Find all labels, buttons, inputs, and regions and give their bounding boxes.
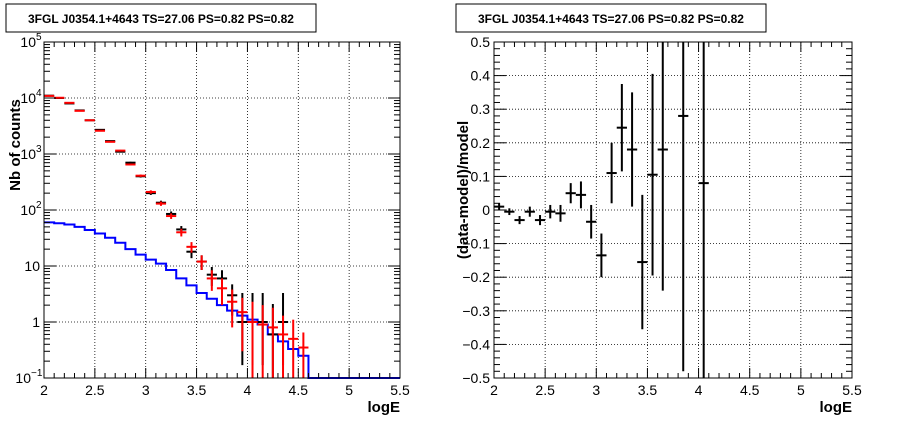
y-tick-exponent: 4 bbox=[36, 88, 42, 99]
x-tick-label: 2.5 bbox=[85, 382, 105, 398]
model-point bbox=[277, 315, 289, 378]
x-tick-label: 4.5 bbox=[740, 382, 760, 398]
y-tick-label: 1 bbox=[32, 314, 40, 330]
x-tick-label: 5.5 bbox=[390, 382, 410, 398]
y-tick-label: −0.4 bbox=[462, 336, 490, 352]
model-point bbox=[155, 201, 167, 206]
residual-point bbox=[494, 203, 505, 210]
title-box bbox=[455, 3, 767, 33]
y-tick-label: 10 bbox=[20, 146, 36, 162]
x-tick-label: 2.5 bbox=[535, 382, 555, 398]
y-tick-label: 0.1 bbox=[471, 168, 491, 184]
y-tick-label: 0.2 bbox=[471, 135, 491, 151]
y-tick-exponent: 5 bbox=[36, 32, 42, 43]
residual-point bbox=[596, 233, 607, 278]
y-tick-label: 10 bbox=[20, 202, 36, 218]
x-tick-label: 5 bbox=[797, 382, 805, 398]
residual-point bbox=[657, 42, 668, 291]
x-axis-title: logE bbox=[820, 399, 853, 416]
x-tick-label: 2 bbox=[490, 382, 498, 398]
title-box bbox=[5, 3, 317, 33]
x-tick-label: 4 bbox=[695, 382, 703, 398]
x-tick-label: 3 bbox=[142, 382, 150, 398]
x-tick-label: 3 bbox=[592, 382, 600, 398]
model-point bbox=[196, 255, 207, 270]
model-point bbox=[298, 332, 309, 378]
residual-point bbox=[514, 216, 525, 225]
model-point bbox=[105, 140, 116, 143]
y-tick-exponent: 3 bbox=[36, 144, 42, 155]
model-point bbox=[247, 301, 258, 378]
y-tick-label: −0.3 bbox=[462, 303, 490, 319]
x-tick-label: 4.5 bbox=[289, 382, 309, 398]
y-tick-label: 10 bbox=[20, 90, 36, 106]
plot-area bbox=[494, 42, 852, 378]
y-tick-label: 0.5 bbox=[471, 34, 491, 50]
chart-title: 3FGL J0354.1+4643 TS=27.06 PS=0.82 PS=0.… bbox=[478, 12, 744, 26]
residual-point bbox=[504, 208, 515, 216]
source-model-line bbox=[44, 221, 400, 379]
y-tick-label: −0.2 bbox=[462, 269, 490, 285]
y-tick-label: 0.4 bbox=[471, 68, 491, 84]
x-tick-label: 5.5 bbox=[842, 382, 862, 398]
y-tick-exponent: −1 bbox=[31, 368, 43, 379]
y-tick-exponent: 2 bbox=[36, 200, 42, 211]
model-point bbox=[206, 270, 217, 291]
model-point bbox=[166, 213, 177, 219]
model-point bbox=[237, 297, 248, 352]
model-point bbox=[176, 228, 187, 237]
data-point bbox=[125, 161, 136, 164]
y-tick-label: 0 bbox=[482, 202, 490, 218]
model-point bbox=[227, 289, 238, 328]
y-tick-label: 10 bbox=[24, 258, 40, 274]
y-axis-title: (data-model)/model bbox=[455, 121, 472, 259]
model-point bbox=[74, 109, 85, 112]
y-tick-label: 10 bbox=[20, 34, 36, 50]
y-tick-label: 0.3 bbox=[471, 101, 491, 117]
x-tick-label: 3.5 bbox=[187, 382, 207, 398]
residual-point bbox=[524, 206, 535, 217]
model-point bbox=[288, 319, 299, 378]
residual-point bbox=[534, 215, 546, 226]
residual-point bbox=[586, 204, 597, 239]
residual-point bbox=[698, 42, 709, 378]
model-point bbox=[267, 307, 278, 378]
residual-point bbox=[637, 194, 648, 330]
y-tick-label: −0.5 bbox=[462, 370, 490, 386]
residuals-panel: 2 2.5 3 3.5 4 4.5 5 5.5 −0.5 −0.4 −0.3 −0.2 −0.1 0 0.1… bbox=[455, 3, 862, 416]
model-point bbox=[135, 174, 146, 177]
x-tick-label: 4 bbox=[244, 382, 252, 398]
model-point bbox=[84, 119, 95, 122]
residual-point bbox=[545, 204, 556, 219]
model-point bbox=[257, 305, 268, 378]
residual-point bbox=[626, 92, 638, 207]
model-point bbox=[216, 278, 228, 306]
residual-point bbox=[647, 73, 658, 276]
model-point bbox=[186, 242, 197, 253]
residual-point bbox=[565, 183, 576, 204]
model-point bbox=[125, 163, 136, 166]
residual-point bbox=[575, 181, 587, 209]
x-tick-label: 3.5 bbox=[638, 382, 658, 398]
y-tick-label: 10 bbox=[15, 370, 31, 386]
x-tick-label: 5 bbox=[345, 382, 353, 398]
x-tick-label: 2 bbox=[40, 382, 48, 398]
model-point bbox=[115, 149, 126, 152]
residual-point bbox=[616, 84, 627, 172]
residual-point bbox=[678, 42, 689, 372]
residual-point bbox=[555, 204, 566, 222]
x-axis-title: logE bbox=[368, 399, 401, 416]
y-tick-label: −0.1 bbox=[462, 236, 490, 252]
model-point bbox=[64, 101, 75, 104]
model-point bbox=[145, 190, 156, 194]
y-axis-title: Nb of counts bbox=[7, 99, 24, 191]
chart-title: 3FGL J0354.1+4643 TS=27.06 PS=0.82 PS=0.… bbox=[28, 12, 294, 26]
model-point bbox=[94, 129, 106, 132]
residual-point bbox=[606, 142, 617, 204]
